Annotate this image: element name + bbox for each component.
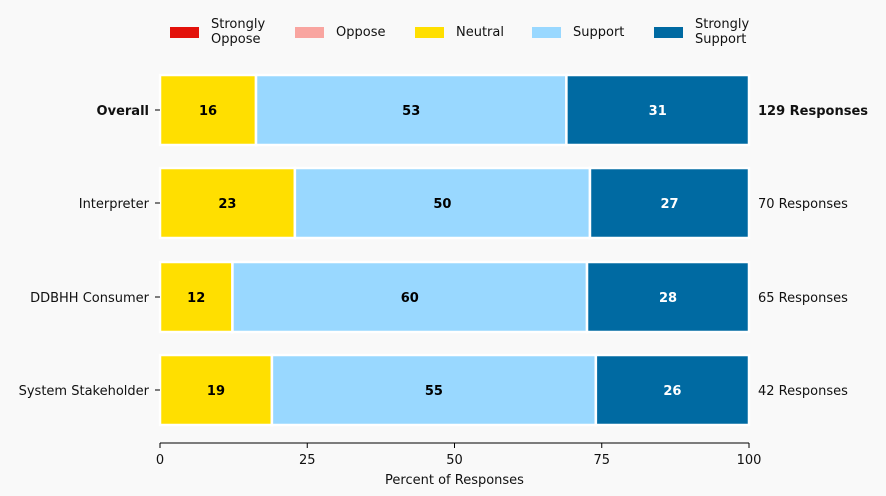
bar-value-label: 23 bbox=[218, 197, 236, 212]
bar-segment bbox=[588, 166, 751, 240]
legend-label-line: Strongly bbox=[211, 17, 266, 32]
y-tick-label: Interpreter bbox=[79, 197, 150, 212]
response-count-label: 65 Responses bbox=[758, 291, 848, 306]
x-tick-label: 100 bbox=[737, 453, 762, 468]
bar-value-label: 31 bbox=[649, 104, 667, 119]
bar-value-label: 50 bbox=[433, 197, 451, 212]
bar-value-label: 55 bbox=[425, 384, 443, 399]
bar-segment bbox=[231, 260, 589, 334]
y-tick-label: Overall bbox=[97, 104, 149, 119]
bar-value-label: 53 bbox=[402, 104, 420, 119]
legend-item: Oppose bbox=[295, 14, 385, 50]
y-tick-label: System Stakeholder bbox=[19, 384, 150, 399]
bar-value-label: 12 bbox=[187, 291, 205, 306]
bar-segment bbox=[158, 353, 274, 427]
legend-label: Strongly Support bbox=[695, 17, 749, 47]
bar-segment bbox=[565, 73, 751, 147]
x-tick-label: 25 bbox=[299, 453, 316, 468]
bar-value-label: 26 bbox=[663, 384, 681, 399]
bar-value-label: 16 bbox=[199, 104, 217, 119]
legend-item: Neutral bbox=[415, 14, 504, 50]
legend: Strongly Oppose Oppose Neutral Support Strong… bbox=[0, 14, 886, 50]
legend-item: Support bbox=[532, 14, 624, 50]
legend-swatch bbox=[295, 26, 324, 38]
legend-label-line: Oppose bbox=[336, 24, 386, 40]
bar-value-label: 28 bbox=[659, 291, 677, 306]
bar-value-label: 19 bbox=[207, 384, 225, 399]
legend-swatch bbox=[415, 26, 444, 38]
y-tick-label: DDBHH Consumer bbox=[30, 291, 150, 306]
bar-segment bbox=[293, 166, 592, 240]
legend-swatch bbox=[532, 26, 561, 38]
x-tick-label: 75 bbox=[593, 453, 610, 468]
bar-value-label: 27 bbox=[660, 197, 678, 212]
legend-label-line: Neutral bbox=[456, 24, 504, 40]
legend-item: Strongly Support bbox=[654, 14, 749, 50]
legend-label-line: Support bbox=[695, 32, 747, 47]
legend-label: Neutral bbox=[456, 25, 504, 40]
legend-label-line: Oppose bbox=[211, 32, 261, 47]
legend-swatch bbox=[170, 26, 199, 38]
bar-segment bbox=[585, 260, 751, 334]
legend-swatch bbox=[654, 26, 683, 38]
legend-item: Strongly Oppose bbox=[170, 14, 265, 50]
legend-label-line: Strongly bbox=[695, 17, 750, 32]
legend-label: Oppose bbox=[336, 25, 385, 40]
response-count-label: 42 Responses bbox=[758, 384, 848, 399]
legend-label: Support bbox=[573, 25, 624, 40]
legend-label: Strongly Oppose bbox=[211, 17, 265, 47]
bar-segment bbox=[254, 73, 568, 147]
bar-segment bbox=[594, 353, 751, 427]
x-tick-label: 0 bbox=[156, 453, 164, 468]
x-axis-label: Percent of Responses bbox=[385, 473, 524, 488]
bar-value-label: 60 bbox=[401, 291, 419, 306]
response-count-label: 129 Responses bbox=[758, 104, 868, 119]
x-tick-label: 50 bbox=[446, 453, 463, 468]
response-count-label: 70 Responses bbox=[758, 197, 848, 212]
legend-label-line: Support bbox=[573, 24, 625, 40]
